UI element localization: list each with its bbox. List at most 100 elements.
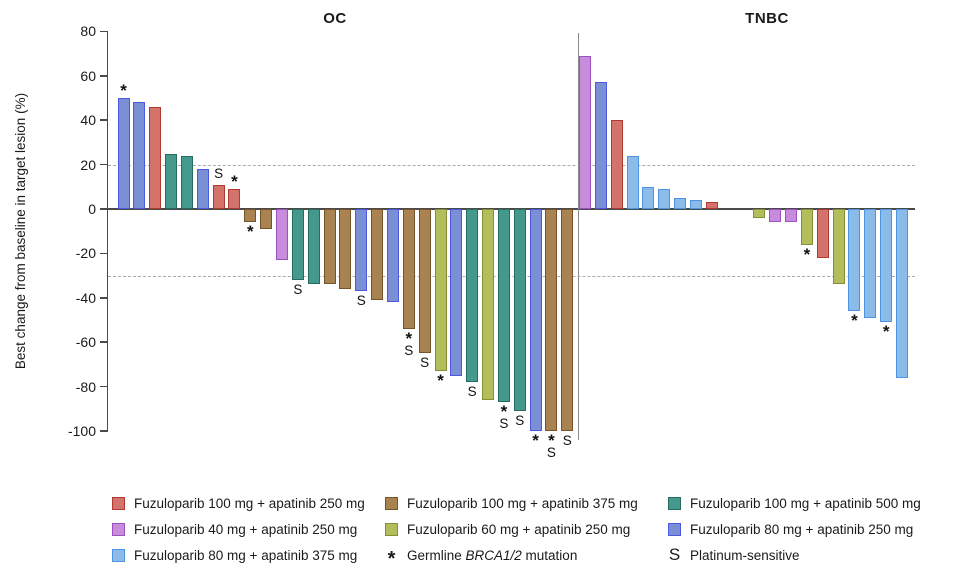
y-tick xyxy=(100,119,108,121)
platinum-sensitive-marker: S xyxy=(404,342,414,358)
bar-tnbc-14 xyxy=(785,209,798,223)
y-tick xyxy=(100,385,108,388)
legend-item: Fuzuloparib 80 mg + apatinib 250 mg xyxy=(668,516,921,542)
legend-item: Fuzuloparib 100 mg + apatinib 250 mg xyxy=(112,490,365,516)
bar-oc-10 xyxy=(260,209,273,229)
bar-oc-8 xyxy=(228,189,241,209)
bar-tnbc-3 xyxy=(610,120,623,209)
y-tick xyxy=(100,252,108,255)
platinum-sensitive-marker: S xyxy=(515,413,525,429)
platinum-sensitive-marker: S xyxy=(214,165,224,181)
lightblue-swatch xyxy=(112,548,125,562)
legend-item-label: Fuzuloparib 80 mg + apatinib 250 mg xyxy=(690,521,914,537)
bar-tnbc-4 xyxy=(626,155,639,209)
platinum-sensitive-symbol: S xyxy=(668,545,681,564)
legend-item: * Germline BRCA1/2 mutation xyxy=(385,542,638,570)
brca-mutation-marker: * xyxy=(882,322,890,342)
bar-tnbc-18 xyxy=(848,209,861,312)
bar-oc-5 xyxy=(180,155,193,209)
platinum-sensitive-marker: S xyxy=(420,355,430,371)
panel-divider-line xyxy=(577,33,579,440)
bar-oc-7 xyxy=(212,184,225,209)
y-tick xyxy=(100,297,108,299)
y-tick-label: -20 xyxy=(75,245,96,262)
bar-oc-12 xyxy=(291,209,304,281)
y-tick-label: -100 xyxy=(67,423,96,439)
legend-item-label: Fuzuloparib 60 mg + apatinib 250 mg xyxy=(407,521,631,537)
bar-oc-17 xyxy=(371,209,384,301)
platinum-sensitive-marker: S xyxy=(499,416,509,432)
legend-item-label: Fuzuloparib 100 mg + apatinib 375 mg xyxy=(407,495,638,511)
bar-oc-14 xyxy=(323,209,336,285)
reference-line xyxy=(108,164,915,166)
bar-tnbc-5 xyxy=(642,186,655,209)
y-tick-label: -40 xyxy=(75,289,96,306)
y-tick xyxy=(100,30,108,33)
legend-item-label: Fuzuloparib 80 mg + apatinib 375 mg xyxy=(134,547,358,563)
y-tick-label: 20 xyxy=(80,156,96,173)
y-tick-label: 60 xyxy=(80,67,96,84)
y-tick-label: 40 xyxy=(80,112,96,129)
bar-oc-22 xyxy=(450,209,463,376)
bar-oc-21 xyxy=(434,209,447,372)
legend-item-label: Fuzuloparib 100 mg + apatinib 500 mg xyxy=(690,495,921,511)
bar-tnbc-20 xyxy=(880,209,893,323)
bar-oc-4 xyxy=(165,153,178,209)
bar-tnbc-8 xyxy=(689,200,702,209)
brca-mutation-symbol: * xyxy=(387,548,396,570)
bar-oc-29 xyxy=(561,209,574,431)
legend-column: Fuzuloparib 100 mg + apatinib 250 mg Fuzu… xyxy=(112,490,365,568)
bar-oc-25 xyxy=(497,209,510,403)
bar-tnbc-17 xyxy=(832,209,845,285)
legend-item: S Platinum-sensitive xyxy=(668,542,921,568)
bar-tnbc-15 xyxy=(800,209,813,245)
platinum-sensitive-marker: S xyxy=(356,293,366,309)
legend-item: Fuzuloparib 100 mg + apatinib 500 mg xyxy=(668,490,921,516)
brca-mutation-marker: * xyxy=(246,222,254,242)
panel-title-tnbc: TNBC xyxy=(745,10,789,27)
platinum-sensitive-marker: S xyxy=(546,445,556,460)
bar-oc-20 xyxy=(418,209,431,354)
bar-oc-16 xyxy=(355,209,368,292)
brca-mutation-marker: * xyxy=(532,431,539,450)
bar-oc-11 xyxy=(276,209,288,261)
brca-mutation-marker: * xyxy=(437,371,444,391)
y-tick-label: 80 xyxy=(80,23,96,40)
olive-swatch xyxy=(385,522,398,536)
y-tick xyxy=(100,430,108,432)
legend-item-label: Germline BRCA1/2 mutation xyxy=(407,547,578,563)
bar-oc-28 xyxy=(545,209,558,431)
brca-mutation-marker: * xyxy=(548,431,555,450)
panel-title-oc: OC xyxy=(323,10,347,27)
bar-oc-6 xyxy=(196,169,209,209)
bar-oc-26 xyxy=(513,209,526,412)
y-tick xyxy=(100,163,108,166)
legend-item: Fuzuloparib 80 mg + apatinib 375 mg xyxy=(112,542,365,568)
bar-tnbc-16 xyxy=(816,209,829,258)
bar-oc-18 xyxy=(386,209,399,303)
legend-item-label: Platinum-sensitive xyxy=(690,547,800,563)
teal-swatch xyxy=(668,496,681,510)
brca-mutation-marker: * xyxy=(803,244,811,264)
bar-oc-1 xyxy=(117,98,130,209)
y-tick xyxy=(100,341,108,343)
bar-oc-9 xyxy=(244,209,257,223)
platinum-sensitive-marker: S xyxy=(467,384,477,400)
red-swatch xyxy=(112,496,125,510)
bar-oc-15 xyxy=(339,209,352,289)
bar-tnbc-19 xyxy=(864,209,877,318)
brca-mutation-marker: * xyxy=(120,81,127,100)
legend-item: Fuzuloparib 100 mg + apatinib 375 mg xyxy=(385,490,638,516)
platinum-sensitive-marker: S xyxy=(293,282,303,298)
gene-name-italic: BRCA1/2 xyxy=(465,547,522,563)
legend: Fuzuloparib 100 mg + apatinib 250 mg Fuzu… xyxy=(0,490,976,574)
y-tick-label: 0 xyxy=(88,201,96,217)
y-tick xyxy=(100,208,108,210)
plot-area: 80 60 40 20 0 -20 -40 -60 -80 -100 * S * * S S * S S * S * S S *… xyxy=(67,23,915,460)
bar-tnbc-13 xyxy=(769,209,782,223)
legend-item: Fuzuloparib 60 mg + apatinib 250 mg xyxy=(385,516,638,542)
bar-tnbc-6 xyxy=(658,189,671,209)
bar-tnbc-21 xyxy=(896,209,908,378)
y-tick xyxy=(100,75,108,77)
